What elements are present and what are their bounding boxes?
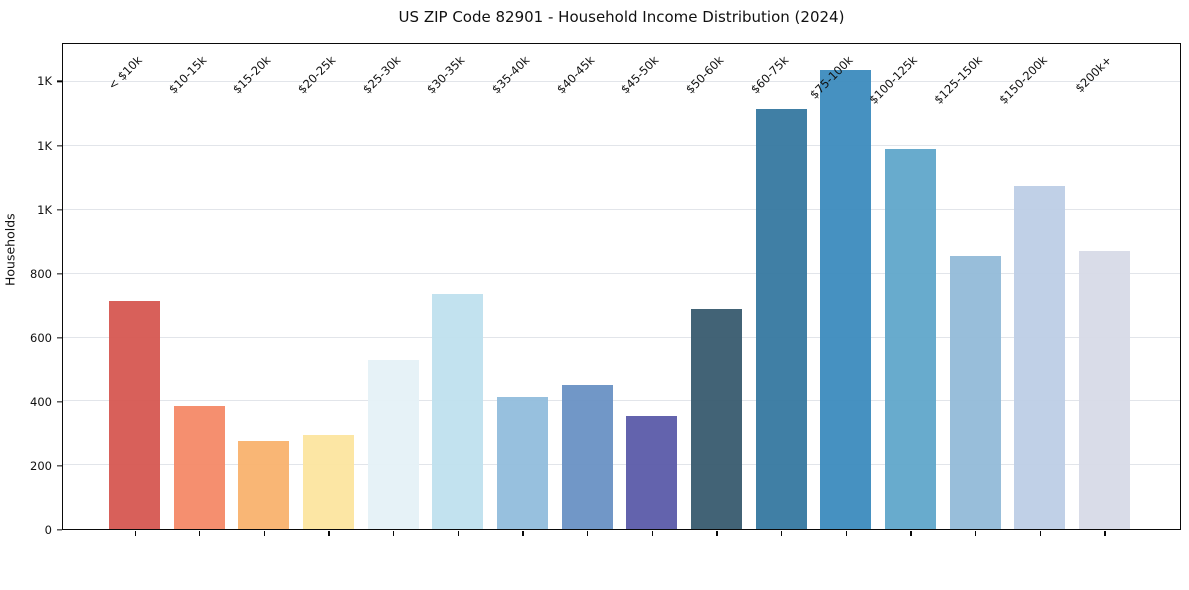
bar-group: < $10k (105, 44, 160, 536)
bar-group: $10-15k (166, 44, 225, 536)
x-tick-mark (134, 530, 136, 536)
bar (302, 434, 354, 529)
bar-group: $75-100k (807, 44, 872, 536)
x-tick-label: $200k+ (1072, 53, 1115, 96)
x-tick-label: $150-200k (995, 53, 1050, 107)
y-tick-label: 1K (37, 74, 52, 89)
plot-area: < $10k $10-15k $15-20k $20-25k $25-30k $30-35… (62, 43, 1181, 536)
bar (561, 385, 613, 529)
bar (173, 406, 225, 529)
y-tick-mark (57, 273, 62, 275)
y-tick-mark (57, 208, 62, 211)
bar-group: $150-200k (996, 44, 1066, 536)
y-tick-label: 1K (37, 138, 52, 153)
bar (367, 359, 419, 529)
x-tick-label: $60-75k (747, 53, 791, 97)
y-tick-label: 600 (30, 330, 52, 345)
x-tick-label: $125-150k (931, 53, 985, 107)
bar (1078, 251, 1130, 529)
y-tick-label: 0 (44, 523, 52, 537)
chart-title: US ZIP Code 82901 - Household Income Dis… (398, 8, 845, 26)
gridline (63, 81, 1180, 83)
bar (690, 308, 742, 529)
gridline (63, 400, 1180, 402)
x-tick-label: $50-60k (682, 53, 727, 97)
y-tick-mark (57, 529, 62, 531)
bar-group: $100-125k (867, 44, 936, 536)
y-tick-mark (57, 80, 62, 83)
x-tick-label: $20-25k (294, 53, 339, 97)
x-tick-label: $25-30k (359, 53, 404, 97)
gridline (63, 208, 1180, 210)
bar-group: $30-35k (424, 44, 484, 536)
bar-group: $20-25k (295, 44, 354, 536)
x-tick-label: $40-45k (553, 53, 597, 97)
bar (820, 69, 872, 529)
gridline (63, 272, 1180, 274)
x-tick-mark (1104, 530, 1106, 536)
bar (626, 415, 678, 529)
bar-group: $45-50k (618, 44, 678, 536)
x-tick-label: $30-35k (424, 53, 468, 97)
y-tick-mark (57, 465, 62, 467)
x-tick-label: $15-20k (230, 53, 274, 97)
bar (949, 256, 1001, 529)
bar-group: $40-45k (554, 44, 613, 536)
x-tick-label: $100-125k (866, 53, 921, 107)
x-tick-mark (716, 530, 718, 536)
bar-group: $200k+ (1072, 44, 1130, 536)
x-tick-mark (781, 530, 783, 536)
bar (884, 149, 936, 529)
x-tick-mark (263, 530, 266, 536)
x-tick-mark (393, 530, 395, 536)
bar (496, 396, 548, 529)
bar-group: $25-30k (360, 44, 419, 536)
x-tick-mark (587, 530, 589, 536)
bar (432, 294, 484, 529)
bars-row: < $10k $10-15k $15-20k $20-25k $25-30k $30-35… (63, 44, 1180, 536)
bar (755, 109, 807, 529)
gridline (63, 464, 1180, 466)
y-tick-mark (57, 337, 62, 339)
bar-group: $125-150k (931, 44, 1001, 536)
x-tick-mark (457, 530, 460, 536)
y-tick-label: 1K (37, 202, 52, 217)
x-tick-mark (328, 530, 330, 536)
x-tick-mark (1039, 530, 1041, 536)
x-tick-label: $10-15k (165, 53, 210, 97)
gridline (63, 336, 1180, 338)
bar (238, 441, 290, 529)
y-tick-label: 400 (30, 394, 52, 409)
x-tick-label: $35-40k (488, 53, 533, 97)
x-tick-mark (199, 530, 201, 536)
gridline (63, 145, 1180, 147)
x-tick-mark (651, 530, 654, 536)
x-tick-mark (910, 530, 912, 536)
bar-group: $60-75k (748, 44, 807, 536)
bar (109, 300, 160, 529)
bar-group: $50-60k (683, 44, 742, 536)
x-tick-mark (845, 530, 848, 536)
y-tick-label: 200 (30, 458, 52, 473)
x-tick-label: < $10k (104, 53, 145, 93)
x-tick-mark (522, 530, 524, 536)
y-tick-mark (57, 144, 62, 147)
bar-group: $35-40k (489, 44, 548, 536)
bar-group: $15-20k (230, 44, 290, 536)
x-tick-mark (975, 530, 977, 536)
y-tick-label: 800 (30, 266, 52, 281)
bar (1014, 186, 1066, 529)
x-tick-label: $45-50k (618, 53, 662, 97)
y-tick-mark (57, 401, 62, 403)
